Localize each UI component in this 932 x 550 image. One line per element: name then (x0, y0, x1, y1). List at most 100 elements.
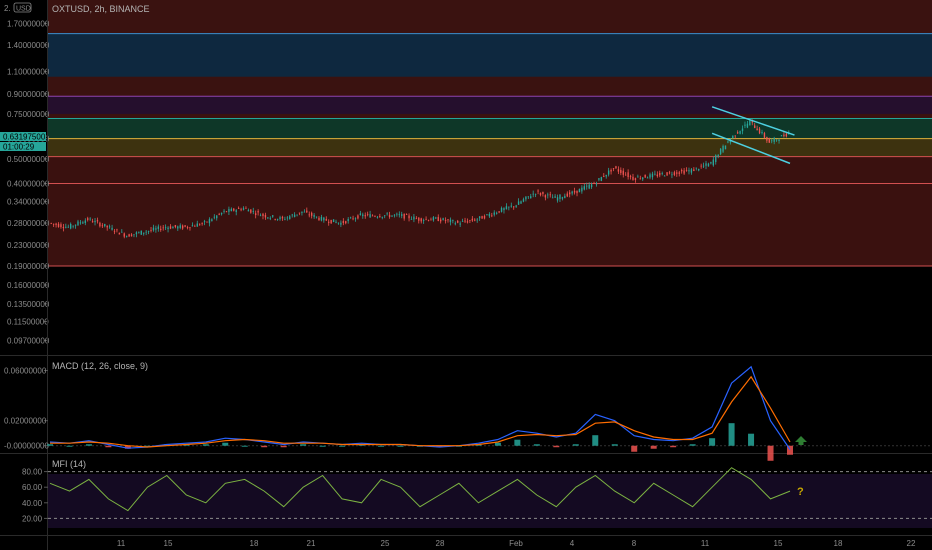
candle-body[interactable] (113, 231, 116, 233)
candle-body[interactable] (313, 214, 315, 217)
candle-body[interactable] (384, 215, 386, 217)
candle-body[interactable] (208, 219, 211, 224)
candle-body[interactable] (77, 221, 79, 226)
candle-body[interactable] (364, 215, 366, 217)
candle-body[interactable] (213, 216, 216, 218)
candle-body[interactable] (659, 172, 661, 176)
candle-body[interactable] (62, 227, 65, 229)
candle-body[interactable] (340, 222, 342, 225)
candle-body[interactable] (121, 231, 123, 233)
candle-body[interactable] (276, 218, 279, 220)
candle-body[interactable] (498, 211, 500, 213)
candle-body[interactable] (739, 131, 741, 134)
candle-body[interactable] (308, 214, 310, 216)
candle-body[interactable] (554, 196, 556, 198)
candle-body[interactable] (74, 224, 77, 226)
candle-body[interactable] (242, 208, 245, 210)
candle-body[interactable] (418, 217, 420, 221)
macd-histogram-bar[interactable] (533, 444, 540, 446)
candle-body[interactable] (174, 225, 177, 227)
candle-body[interactable] (466, 221, 469, 223)
candle-body[interactable] (87, 218, 89, 220)
candle-body[interactable] (425, 218, 427, 220)
candle-body[interactable] (549, 194, 551, 196)
candle-body[interactable] (391, 215, 393, 217)
candle-body[interactable] (495, 212, 498, 214)
candle-body[interactable] (525, 196, 527, 200)
candle-body[interactable] (218, 213, 220, 215)
candle-body[interactable] (325, 219, 327, 221)
candle-body[interactable] (342, 221, 345, 223)
candle-body[interactable] (610, 169, 612, 172)
candle-body[interactable] (547, 194, 549, 196)
candle-body[interactable] (678, 172, 680, 174)
candle-body[interactable] (118, 232, 121, 235)
candle-body[interactable] (320, 216, 323, 221)
candle-body[interactable] (379, 216, 381, 218)
candle-body[interactable] (775, 139, 778, 141)
descending-channel[interactable] (711, 106, 795, 165)
candle-body[interactable] (289, 216, 291, 219)
candle-body[interactable] (510, 205, 512, 207)
macd-histogram-bar[interactable] (767, 445, 774, 461)
candle-body[interactable] (537, 190, 539, 192)
candle-body[interactable] (349, 217, 352, 219)
macd-histogram-bar[interactable] (494, 442, 501, 446)
candle-body[interactable] (598, 178, 600, 180)
candle-body[interactable] (108, 226, 111, 228)
candle-body[interactable] (130, 234, 133, 237)
candle-body[interactable] (749, 120, 751, 126)
candle-body[interactable] (469, 220, 471, 221)
candle-body[interactable] (252, 210, 254, 212)
candle-body[interactable] (595, 183, 598, 185)
candle-body[interactable] (632, 176, 634, 180)
candle-body[interactable] (481, 216, 483, 219)
candle-body[interactable] (177, 226, 179, 229)
candle-body[interactable] (72, 225, 74, 227)
candle-body[interactable] (766, 136, 768, 141)
candle-body[interactable] (702, 165, 705, 167)
macd-histogram-bar[interactable] (553, 445, 560, 448)
candle-body[interactable] (216, 215, 218, 219)
candle-body[interactable] (279, 217, 281, 220)
candle-body[interactable] (500, 208, 503, 212)
macd-histogram-bar[interactable] (47, 444, 53, 446)
macd-pane[interactable]: 0.06000000 0.02000000 -0.00000000 (4, 365, 932, 461)
candle-body[interactable] (116, 229, 118, 231)
candle-body[interactable] (272, 215, 274, 217)
candle-body[interactable] (761, 132, 763, 134)
candle-body[interactable] (191, 225, 194, 227)
candle-body[interactable] (401, 214, 403, 216)
candle-body[interactable] (96, 220, 99, 222)
candle-body[interactable] (264, 214, 267, 218)
candle-body[interactable] (189, 227, 191, 229)
candle-body[interactable] (405, 214, 408, 216)
macd-histogram-bar[interactable] (241, 445, 248, 447)
candle-body[interactable] (240, 209, 242, 211)
candle-body[interactable] (710, 162, 712, 164)
macd-histogram-bar[interactable] (300, 444, 307, 446)
macd-histogram-bar[interactable] (514, 439, 521, 446)
candle-body[interactable] (693, 169, 695, 172)
candle-body[interactable] (293, 214, 296, 218)
macd-histogram-bar[interactable] (592, 435, 599, 446)
candle-body[interactable] (328, 221, 330, 223)
candle-body[interactable] (388, 214, 391, 217)
macd-histogram-bar[interactable] (650, 445, 657, 449)
candle-body[interactable] (99, 222, 101, 227)
candle-body[interactable] (736, 132, 739, 134)
candle-body[interactable] (101, 225, 104, 227)
candle-body[interactable] (646, 177, 649, 179)
candle-body[interactable] (754, 125, 756, 128)
candle-body[interactable] (298, 212, 301, 214)
candle-body[interactable] (203, 221, 206, 222)
candle-body[interactable] (744, 124, 746, 126)
candle-body[interactable] (140, 230, 142, 235)
candle-body[interactable] (237, 208, 240, 210)
candle-body[interactable] (581, 187, 583, 192)
macd-histogram-bar[interactable] (572, 444, 579, 446)
candle-body[interactable] (627, 172, 629, 177)
candle-body[interactable] (615, 166, 617, 169)
candle-body[interactable] (707, 163, 710, 167)
candle-body[interactable] (128, 234, 130, 237)
